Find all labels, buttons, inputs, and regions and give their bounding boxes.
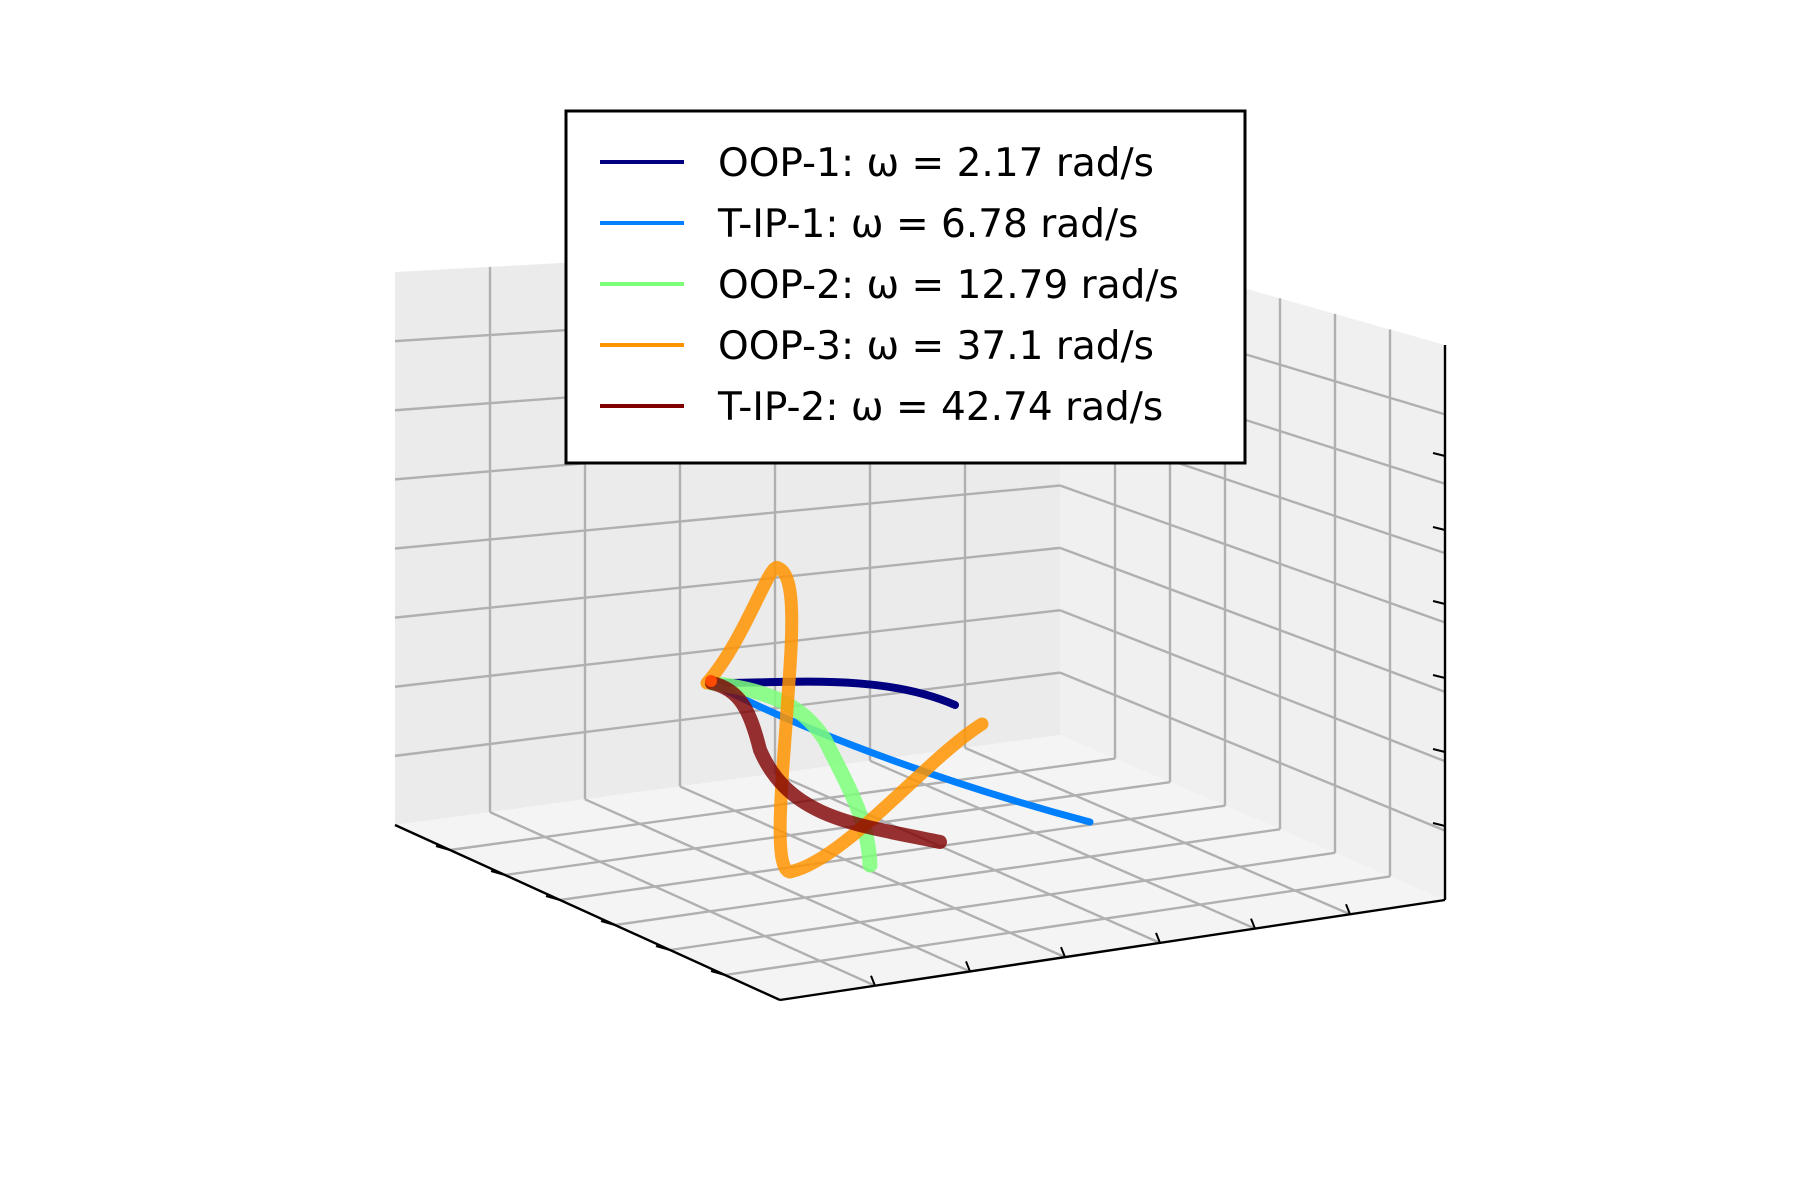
x-tick-5 (710, 970, 726, 976)
grid-right-horizontal-24 (1059, 609, 1446, 763)
axes (394, 345, 1447, 1002)
legend: OOP-1: ω = 2.17 rad/s T-IP-1: ω = 6.78 r… (564, 109, 1247, 465)
z-tick-15 (1432, 600, 1446, 605)
x-tick-3 (600, 920, 616, 926)
y-tick-7 (965, 961, 971, 972)
curve-t-ip-2 (705, 676, 947, 849)
grid-back-horizontal-10 (394, 546, 1061, 619)
y-tick-8 (1060, 946, 1066, 958)
y-tick-9 (1155, 932, 1161, 944)
y-axis-line (779, 898, 1446, 1002)
grid-floor-a-30 (869, 759, 1256, 930)
grid-floor-b-35 (614, 828, 1281, 927)
y-tick-11 (1345, 903, 1351, 915)
mode-shape-curves (700, 561, 1094, 879)
grid-floor-a-27 (584, 798, 971, 973)
grid-floor-b-37 (724, 875, 1391, 977)
legend-label-oop-3: OOP-3: ω = 37.1 rad/s (718, 324, 1154, 369)
x-tick-0 (435, 845, 451, 851)
z-tick-17 (1432, 452, 1446, 457)
y-tick-6 (870, 975, 876, 987)
grid-right-horizontal-25 (1059, 671, 1446, 832)
grid-floor-b-34 (559, 804, 1226, 902)
z-tick-16 (1432, 526, 1446, 531)
grid-floor-a-31 (964, 746, 1351, 916)
x-tick-2 (545, 895, 561, 901)
y-tick-10 (1250, 918, 1256, 929)
grid-floor-a-26 (489, 811, 876, 987)
legend-label-oop-2: OOP-2: ω = 12.79 rad/s (718, 263, 1179, 308)
grid-back-horizontal-12 (394, 671, 1061, 758)
z-tick-14 (1432, 674, 1446, 679)
legend-label-oop-1: OOP-1: ω = 2.17 rad/s (718, 141, 1154, 186)
x-tick-1 (490, 870, 506, 876)
grid-floor-a-29 (774, 772, 1161, 944)
x-axis-line (394, 823, 781, 1002)
legend-label-t-ip-1: T-IP-1: ω = 6.78 rad/s (717, 202, 1138, 247)
legend-label-t-ip-2: T-IP-2: ω = 42.74 rad/s (717, 385, 1163, 430)
floor-pane (395, 735, 1445, 1000)
x-tick-4 (655, 945, 671, 951)
grid-right-horizontal-23 (1059, 546, 1446, 693)
z-tick-12 (1432, 822, 1446, 827)
grid-back-horizontal-9 (394, 484, 1061, 550)
origin-marker (705, 675, 717, 687)
grid-floor-b-33 (504, 780, 1171, 877)
grid-right-horizontal-22 (1059, 484, 1446, 624)
z-tick-13 (1432, 748, 1446, 753)
curve-t-ip-1 (708, 679, 1094, 826)
grid-floor-b-36 (669, 851, 1336, 952)
